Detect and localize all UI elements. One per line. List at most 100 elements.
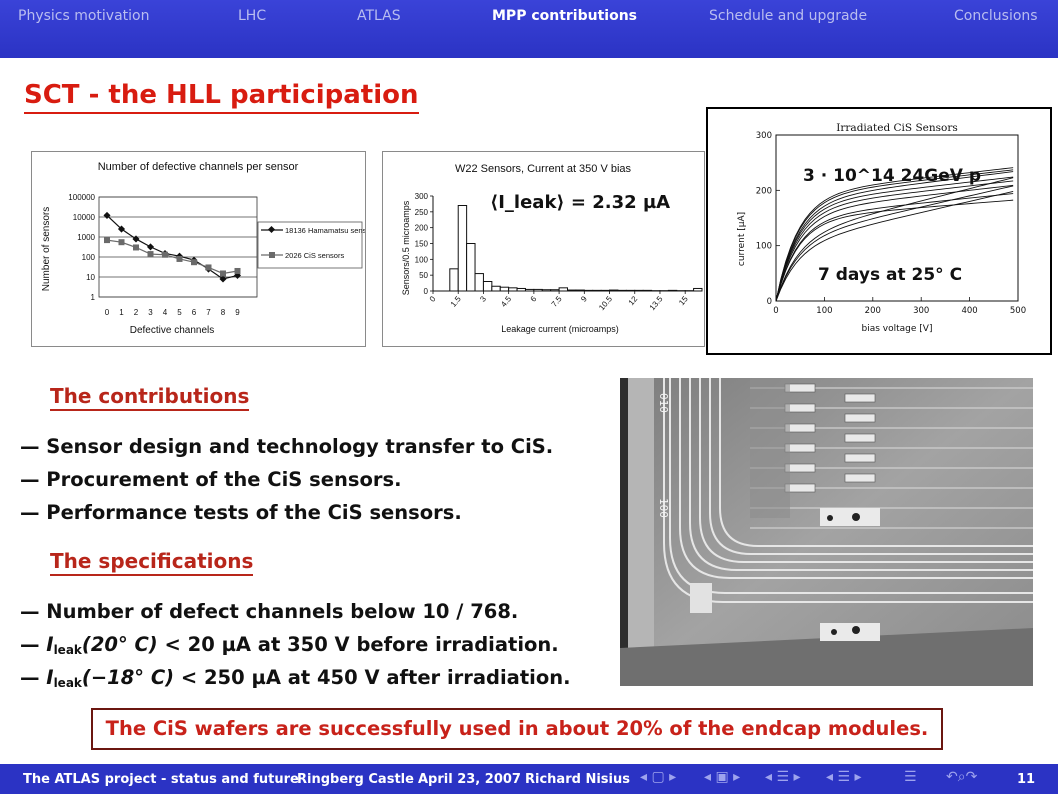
nav-section-icon[interactable]: ◂ ☰ ▸ xyxy=(765,769,801,785)
x-axis-label: Defective channels xyxy=(130,325,215,336)
x-tick-label: 1.5 xyxy=(449,294,463,309)
list-item: — Number of defect channels below 10 / 7… xyxy=(20,600,519,623)
iv-curve-7 xyxy=(775,167,1014,302)
x-tick-label: 400 xyxy=(961,306,977,316)
iv-curve-2 xyxy=(775,184,1014,302)
histogram-bar xyxy=(482,281,493,292)
x-tick-label: 7 xyxy=(206,308,211,317)
iv-curve-0 xyxy=(775,199,1014,302)
y-tick-label: 300 xyxy=(415,192,429,201)
x-tick-label: 1 xyxy=(119,308,124,317)
data-point xyxy=(219,275,227,283)
specifications-list: — Number of defect channels below 10 / 7… xyxy=(20,595,571,694)
x-axis-label: Leakage current (microamps) xyxy=(501,324,619,334)
x-tick-label: 100 xyxy=(816,306,832,316)
histogram-bar xyxy=(474,273,484,292)
x-tick-label: 3 xyxy=(478,294,488,304)
leakage-current-symbol: I xyxy=(46,633,54,656)
histogram-bar xyxy=(592,289,602,292)
leakage-current-histogram: W22 Sensors, Current at 350 V bias ⟨I_le… xyxy=(382,151,705,347)
legend-entry-cis: 2026 CiS sensors xyxy=(285,251,344,260)
histogram-bar xyxy=(667,289,678,292)
y-axis-label: current [µA] xyxy=(737,212,747,266)
specifications-heading: The specifications xyxy=(50,549,254,576)
irradiated-sensors-chart: Irradiated CiS Sensors 3 · 10^14 24GeV p… xyxy=(706,107,1052,355)
footer-bar: The ATLAS project - status and future Ri… xyxy=(0,764,1058,794)
data-point xyxy=(118,239,125,246)
nav-atlas[interactable]: ATLAS xyxy=(357,8,401,24)
histogram-bar xyxy=(693,287,703,292)
list-item: — Ileak(20° C) < 20 µA at 350 V before i… xyxy=(20,628,571,661)
list-item: — Performance tests of the CiS sensors. xyxy=(20,501,462,524)
y-tick-label: 10 xyxy=(86,273,95,282)
photo-label-010: 010 xyxy=(657,393,670,413)
y-tick-label: 200 xyxy=(415,224,429,233)
y-tick-label: 250 xyxy=(415,208,429,217)
footer-author: Richard Nisius xyxy=(525,772,630,787)
histogram-bar xyxy=(524,288,535,292)
x-tick-label: 3 xyxy=(148,308,153,317)
chart-title: Irradiated CiS Sensors xyxy=(836,122,958,134)
y-tick-label: 300 xyxy=(756,131,772,141)
legend-marker-hamamatsu xyxy=(267,225,276,234)
y-tick-label: 200 xyxy=(756,186,772,196)
page-number: 11 xyxy=(1017,772,1036,787)
histogram-bar xyxy=(449,268,459,292)
nav-schedule-and-upgrade[interactable]: Schedule and upgrade xyxy=(709,8,868,24)
x-tick-label: 15 xyxy=(677,294,690,307)
x-tick-label: 5 xyxy=(177,308,182,317)
x-tick-label: 200 xyxy=(865,306,881,316)
histogram-bar xyxy=(466,243,476,292)
iv-curve-6 xyxy=(775,169,1014,302)
histogram-bar xyxy=(642,289,653,292)
chart-title: Number of defective channels per sensor xyxy=(98,161,299,173)
nav-search-icon[interactable]: ↶⌕↷ xyxy=(946,769,978,785)
nav-conclusions[interactable]: Conclusions xyxy=(954,8,1038,24)
nav-first-frame-icon[interactable]: ◂ ▢ ▸ xyxy=(640,769,677,785)
top-navigation-bar: Physics motivation LHC ATLAS MPP contrib… xyxy=(0,0,1058,58)
nav-lhc[interactable]: LHC xyxy=(238,8,267,24)
y-axis-label: Number of sensors xyxy=(41,207,52,291)
iv-curve-3 xyxy=(775,180,1014,302)
histogram-bar xyxy=(617,289,627,292)
iv-curve-10 xyxy=(775,177,1014,302)
slide-title: SCT - the HLL participation xyxy=(24,80,419,114)
y-axis-label: Sensors/0.5 microamps xyxy=(401,200,411,295)
annealing-annotation: 7 days at 25° C xyxy=(818,265,962,285)
nav-outline-icon[interactable]: ☰ xyxy=(904,769,917,785)
x-tick-label: 12 xyxy=(627,294,640,307)
nav-mpp-contributions[interactable]: MPP contributions xyxy=(492,8,638,24)
histogram-bar xyxy=(516,287,526,292)
data-point xyxy=(104,237,110,244)
iv-curve-5 xyxy=(775,171,1014,302)
x-tick-label: 9 xyxy=(579,294,589,304)
footer-date: April 23, 2007 xyxy=(418,772,521,787)
footer-project: The ATLAS project - status and future xyxy=(23,772,299,787)
contributions-list: — Sensor design and technology transfer … xyxy=(20,430,553,529)
data-point xyxy=(234,267,241,274)
sensor-photo: 010 100 xyxy=(620,378,1033,686)
contributions-heading: The contributions xyxy=(50,384,250,411)
nav-physics-motivation[interactable]: Physics motivation xyxy=(18,8,150,24)
y-tick-label: 10000 xyxy=(73,213,96,222)
mean-current-annotation: ⟨I_leak⟩ = 2.32 µA xyxy=(490,192,670,213)
list-item: — Ileak(−18° C) < 250 µA at 450 V after … xyxy=(20,661,571,694)
list-item: — Sensor design and technology transfer … xyxy=(20,435,554,458)
histogram-bar xyxy=(457,205,468,292)
leakage-subscript: leak xyxy=(53,676,82,690)
photo-label-100: 100 xyxy=(657,498,670,518)
leakage-current-symbol: I xyxy=(46,666,54,689)
histogram-bar xyxy=(634,289,644,292)
dash: — xyxy=(20,633,47,656)
x-tick-label: 13.5 xyxy=(648,294,665,312)
temperature-condition: (20° C) xyxy=(81,633,158,656)
conclusion-box: The CiS wafers are successfully used in … xyxy=(91,708,943,750)
x-tick-label: 10.5 xyxy=(597,294,614,312)
x-tick-label: 9 xyxy=(235,308,240,317)
nav-subsection-icon[interactable]: ◂ ▣ ▸ xyxy=(704,769,741,785)
spec-text: 20 µA at 350 V before irradiation. xyxy=(187,633,559,656)
nav-document-icon[interactable]: ◂ ☰ ▸ xyxy=(826,769,862,785)
y-tick-label: 50 xyxy=(419,271,428,280)
data-point xyxy=(205,264,212,271)
defective-channels-chart: Number of defective channels per sensor … xyxy=(31,151,366,347)
